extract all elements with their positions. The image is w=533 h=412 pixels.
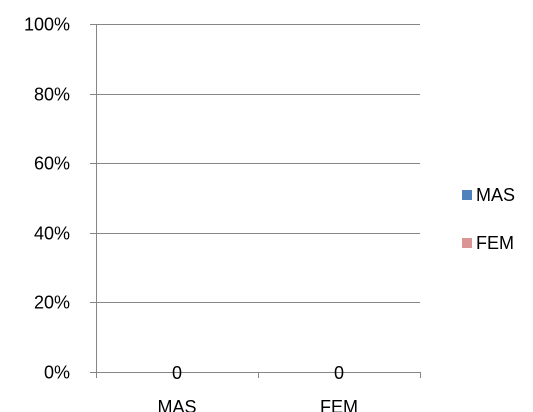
axes xyxy=(96,24,421,378)
legend: MAS FEM xyxy=(462,185,515,253)
x-tick-label: MAS xyxy=(157,397,196,412)
y-tick-label: 100% xyxy=(24,15,70,35)
legend-swatch xyxy=(462,190,472,200)
x-axis-tick-labels: MAS FEM xyxy=(157,397,358,412)
y-tick-label: 0% xyxy=(44,363,70,383)
data-label: 0 xyxy=(172,363,182,383)
y-tick-label: 60% xyxy=(34,154,70,174)
gridlines xyxy=(90,24,420,373)
y-tick-label: 80% xyxy=(34,85,70,105)
x-tick-label: FEM xyxy=(320,397,358,412)
legend-label: MAS xyxy=(476,185,515,205)
y-axis-tick-labels: 0% 20% 40% 60% 80% 100% xyxy=(24,15,70,383)
data-label: 0 xyxy=(334,363,344,383)
legend-label: FEM xyxy=(476,233,514,253)
legend-swatch xyxy=(462,238,472,248)
y-tick-label: 40% xyxy=(34,224,70,244)
y-tick-label: 20% xyxy=(34,293,70,313)
